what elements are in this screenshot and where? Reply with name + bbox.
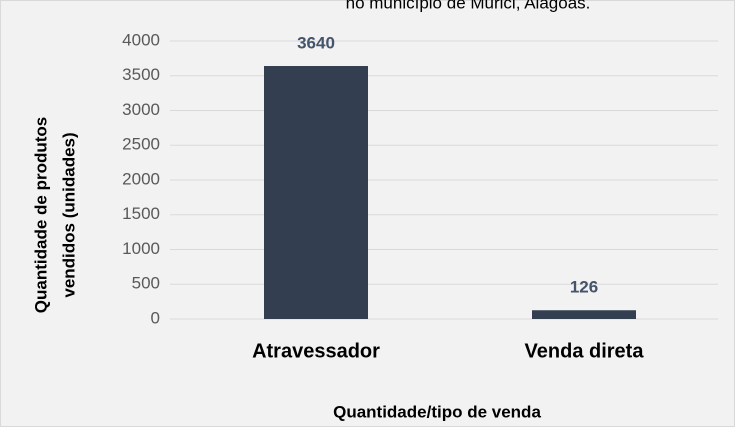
y-tick-label: 4000 xyxy=(122,30,160,49)
x-tick-label: Atravessador xyxy=(252,340,380,362)
y-tick-label: 3000 xyxy=(122,100,160,119)
y-axis-title: Quantidade de produtos vendidos (unidade… xyxy=(31,117,78,313)
y-axis-title-line: vendidos (unidades) xyxy=(59,132,78,297)
y-tick-label: 2500 xyxy=(122,135,160,154)
bar xyxy=(532,310,636,319)
x-tick-label: Venda direta xyxy=(525,340,645,362)
data-label: 126 xyxy=(570,278,598,297)
y-axis-title-line: Quantidade de produtos xyxy=(31,117,50,313)
y-tick-label: 0 xyxy=(151,308,160,327)
y-tick-label: 500 xyxy=(132,274,160,293)
bar xyxy=(264,66,368,320)
y-tick-label: 1500 xyxy=(122,204,160,223)
chart-title: no município de Murici, Alagoas. xyxy=(346,0,591,12)
y-tick-label: 2000 xyxy=(122,169,160,188)
x-axis-title: Quantidade/tipo de venda xyxy=(333,402,541,421)
data-label: 3640 xyxy=(297,34,335,53)
y-tick-label: 1000 xyxy=(122,239,160,258)
y-tick-label: 3500 xyxy=(122,65,160,84)
